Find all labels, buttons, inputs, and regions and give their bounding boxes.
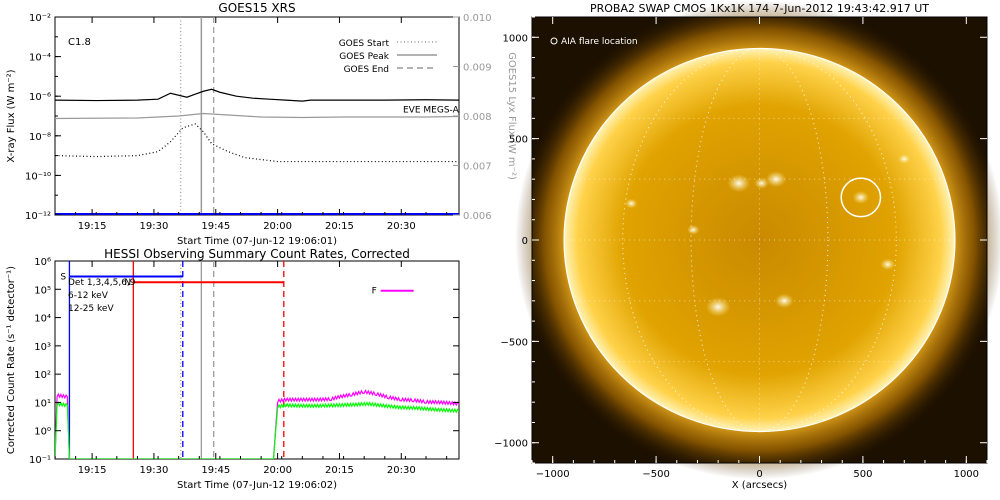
goes-x-tick-label: 19:30 bbox=[140, 221, 169, 232]
goes-y-tick-label: 10⁻⁶ bbox=[29, 92, 51, 103]
hessi-x-axis-label: Start Time (07-Jun-12 19:06:02) bbox=[177, 480, 337, 491]
goes-x-tick-label: 20:00 bbox=[263, 221, 292, 232]
hessi-y-tick-label: 10⁻¹ bbox=[29, 455, 51, 466]
goes-y-tick-label: 10⁻² bbox=[29, 13, 51, 24]
hessi-flag-label: S bbox=[60, 273, 66, 283]
goes-legend-label: GOES End bbox=[344, 65, 389, 75]
active-region bbox=[727, 174, 751, 193]
hessi-legend-label: 12-25 keV bbox=[68, 304, 114, 314]
goes-x-axis-label: Start Time (07-Jun-12 19:06:01) bbox=[177, 236, 337, 247]
hessi-panel: HESSI Observing Summary Count Rates, Cor… bbox=[6, 247, 460, 491]
active-region bbox=[898, 154, 911, 164]
flare-class-annotation: C1.8 bbox=[68, 37, 91, 48]
hessi-flag-label: N bbox=[124, 278, 131, 288]
aia-flare-location-label: AIA flare location bbox=[561, 37, 638, 47]
goes-y-tick-label: 10⁻⁴ bbox=[29, 53, 51, 64]
grid-longitude bbox=[622, 47, 897, 433]
hessi-x-tick-label: 20:00 bbox=[263, 465, 292, 476]
goes-right-tick-label: 0.008 bbox=[463, 112, 492, 123]
goes-series-line bbox=[55, 123, 459, 163]
active-region bbox=[625, 198, 638, 209]
goes-y-tick-label: 10⁻¹² bbox=[25, 211, 51, 222]
hessi-y-axis-label: Corrected Count Rate (s⁻¹ detector⁻¹) bbox=[6, 266, 17, 454]
swap-y-tick-label: −1000 bbox=[494, 439, 528, 450]
hessi-x-tick-label: 19:30 bbox=[140, 465, 169, 476]
hessi-y-tick-label: 10⁴ bbox=[34, 314, 51, 325]
goes-plot-frame bbox=[54, 16, 460, 216]
swap-image-panel: PROBA2 SWAP CMOS 1Kx1K 174 7-Jun-2012 19… bbox=[494, 0, 1000, 491]
hessi-x-tick-label: 20:30 bbox=[387, 465, 416, 476]
goes-right-tick-label: 0.006 bbox=[463, 211, 492, 222]
hessi-series-line bbox=[55, 401, 459, 459]
active-region bbox=[705, 297, 731, 317]
flare-location-circle bbox=[840, 177, 882, 218]
flare-marker-icon bbox=[550, 37, 558, 45]
hessi-flag-label: F bbox=[372, 287, 377, 297]
hessi-series-line bbox=[55, 389, 459, 459]
goes-x-tick-label: 19:45 bbox=[201, 221, 230, 232]
goes-right-axis-label: GOES15 Lyx Flux (W m⁻²) bbox=[506, 52, 517, 180]
goes-right-tick-label: 0.007 bbox=[463, 162, 492, 173]
goes-y-tick-label: 10⁻¹⁰ bbox=[25, 171, 51, 182]
active-region bbox=[754, 177, 769, 189]
swap-y-tick-label: 500 bbox=[509, 135, 528, 146]
active-region bbox=[852, 190, 870, 204]
hessi-y-tick-label: 10¹ bbox=[34, 398, 51, 409]
goes-x-tick-label: 19:15 bbox=[78, 221, 107, 232]
goes-legend-label: GOES Start bbox=[339, 39, 390, 49]
active-region bbox=[765, 171, 787, 188]
swap-y-tick-label: 1000 bbox=[503, 33, 528, 44]
hessi-y-tick-label: 10⁶ bbox=[34, 257, 51, 268]
swap-x-tick-label: −1000 bbox=[536, 469, 570, 480]
goes-x-tick-label: 20:30 bbox=[387, 221, 416, 232]
hessi-legend-label: 6-12 keV bbox=[68, 291, 109, 301]
swap-x-tick-label: 500 bbox=[853, 469, 872, 480]
eve-megs-label: EVE MEGS-A bbox=[403, 106, 460, 116]
goes-y-tick-label: 10⁻⁸ bbox=[29, 132, 51, 143]
swap-y-tick-label: −500 bbox=[501, 337, 528, 348]
swap-x-tick-label: −500 bbox=[642, 469, 669, 480]
goes-chart-title: GOES15 XRS bbox=[218, 1, 295, 15]
goes-xrs-panel: GOES15 XRS 19:15 19:30 19:45 20:00 20:15 20:3… bbox=[6, 1, 517, 247]
swap-x-tick-label: 0 bbox=[756, 469, 762, 480]
hessi-y-tick-label: 10³ bbox=[34, 342, 51, 353]
goes-legend: GOES Start GOES Peak GOES End bbox=[339, 39, 437, 75]
goes-x-tick-label: 20:15 bbox=[325, 221, 354, 232]
goes-legend-label: GOES Peak bbox=[339, 52, 389, 62]
hessi-x-tick-label: 19:45 bbox=[201, 465, 230, 476]
goes-series-line bbox=[55, 88, 459, 102]
hessi-y-tick-label: 10⁰ bbox=[34, 427, 51, 438]
active-region bbox=[880, 258, 895, 271]
goes-right-tick-label: 0.009 bbox=[463, 63, 492, 74]
hessi-legend-label: Det 1,3,4,5,6,9 bbox=[68, 278, 136, 288]
hessi-y-tick-label: 10⁵ bbox=[34, 285, 51, 296]
hessi-x-tick-label: 20:15 bbox=[325, 465, 354, 476]
hessi-y-tick-label: 10² bbox=[34, 370, 51, 381]
swap-x-tick-label: 1000 bbox=[954, 469, 979, 480]
goes-right-tick-label: 0.010 bbox=[463, 13, 492, 24]
grid-longitude bbox=[690, 47, 829, 433]
goes-series-line bbox=[55, 112, 459, 120]
goes-y-axis-label: X-ray Flux (W m⁻²) bbox=[6, 69, 17, 162]
hessi-chart-title: HESSI Observing Summary Count Rates, Cor… bbox=[104, 247, 410, 261]
swap-x-axis-label: X (arcsecs) bbox=[732, 480, 788, 491]
active-region bbox=[687, 224, 700, 235]
hessi-legend: Det 1,3,4,5,6,9 6-12 keV 12-25 keV bbox=[68, 278, 136, 314]
hessi-x-tick-label: 19:15 bbox=[78, 465, 107, 476]
swap-y-tick-label: 0 bbox=[522, 236, 528, 247]
